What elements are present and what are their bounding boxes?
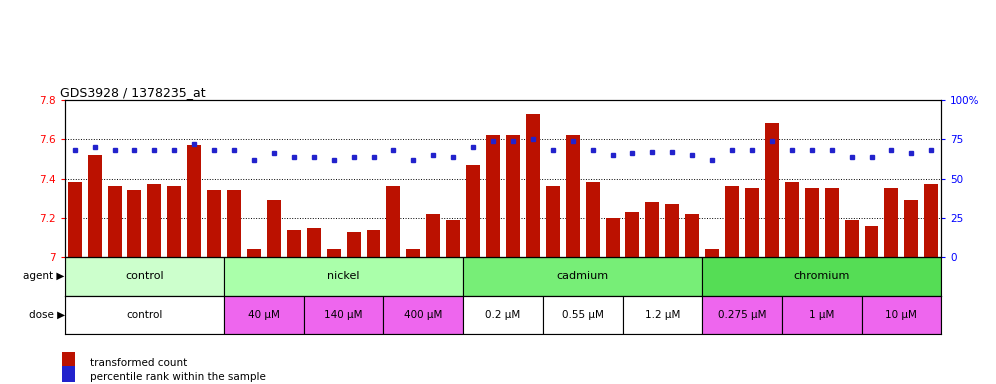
- Bar: [526, 114, 540, 257]
- Text: control: control: [125, 271, 163, 281]
- Bar: [347, 232, 361, 257]
- Bar: [304, 296, 383, 334]
- Bar: [88, 155, 102, 257]
- Bar: [625, 212, 639, 257]
- Bar: [367, 230, 380, 257]
- Bar: [506, 135, 520, 257]
- Bar: [224, 296, 304, 334]
- Bar: [406, 250, 420, 257]
- Text: GDS3928 / 1378235_at: GDS3928 / 1378235_at: [61, 86, 206, 99]
- Text: nickel: nickel: [328, 271, 360, 281]
- Bar: [825, 189, 839, 257]
- Text: 400 μM: 400 μM: [404, 310, 442, 320]
- Bar: [147, 184, 161, 257]
- Bar: [606, 218, 620, 257]
- Bar: [745, 189, 759, 257]
- Bar: [187, 145, 201, 257]
- Bar: [805, 189, 819, 257]
- Bar: [446, 220, 460, 257]
- Bar: [466, 165, 480, 257]
- Bar: [127, 190, 141, 257]
- Bar: [463, 257, 702, 296]
- Bar: [725, 186, 739, 257]
- Bar: [765, 124, 779, 257]
- Bar: [702, 296, 782, 334]
- Bar: [463, 296, 543, 334]
- Bar: [924, 184, 938, 257]
- Text: transformed count: transformed count: [90, 358, 187, 368]
- Text: percentile rank within the sample: percentile rank within the sample: [90, 372, 266, 382]
- Bar: [685, 214, 699, 257]
- Bar: [543, 296, 622, 334]
- Text: 10 μM: 10 μM: [885, 310, 917, 320]
- Bar: [167, 186, 181, 257]
- Text: 1.2 μM: 1.2 μM: [644, 310, 680, 320]
- Bar: [247, 250, 261, 257]
- Text: control: control: [126, 310, 162, 320]
- Bar: [383, 296, 463, 334]
- Bar: [327, 250, 341, 257]
- Text: 0.275 μM: 0.275 μM: [718, 310, 766, 320]
- Bar: [68, 182, 82, 257]
- Bar: [785, 182, 799, 257]
- Bar: [207, 190, 221, 257]
- Bar: [287, 230, 301, 257]
- Text: cadmium: cadmium: [557, 271, 609, 281]
- Bar: [426, 214, 440, 257]
- Bar: [702, 257, 941, 296]
- Bar: [267, 200, 281, 257]
- Text: chromium: chromium: [794, 271, 850, 281]
- Text: 40 μM: 40 μM: [248, 310, 280, 320]
- Text: dose ▶: dose ▶: [29, 310, 65, 320]
- Bar: [65, 257, 224, 296]
- Bar: [65, 296, 224, 334]
- Bar: [705, 250, 719, 257]
- Bar: [224, 257, 463, 296]
- Bar: [227, 190, 241, 257]
- Text: 0.55 μM: 0.55 μM: [562, 310, 604, 320]
- Text: agent ▶: agent ▶: [23, 271, 65, 281]
- Bar: [622, 296, 702, 334]
- Bar: [845, 220, 859, 257]
- Text: 140 μM: 140 μM: [325, 310, 363, 320]
- Bar: [665, 204, 679, 257]
- Bar: [904, 200, 918, 257]
- Bar: [566, 135, 580, 257]
- Bar: [865, 226, 878, 257]
- Bar: [108, 186, 122, 257]
- Bar: [386, 186, 400, 257]
- Bar: [862, 296, 941, 334]
- Text: 0.2 μM: 0.2 μM: [485, 310, 521, 320]
- Bar: [782, 296, 862, 334]
- Bar: [586, 182, 600, 257]
- Bar: [546, 186, 560, 257]
- Bar: [486, 135, 500, 257]
- Bar: [884, 189, 898, 257]
- Bar: [645, 202, 659, 257]
- Text: 1 μM: 1 μM: [809, 310, 835, 320]
- Bar: [307, 228, 321, 257]
